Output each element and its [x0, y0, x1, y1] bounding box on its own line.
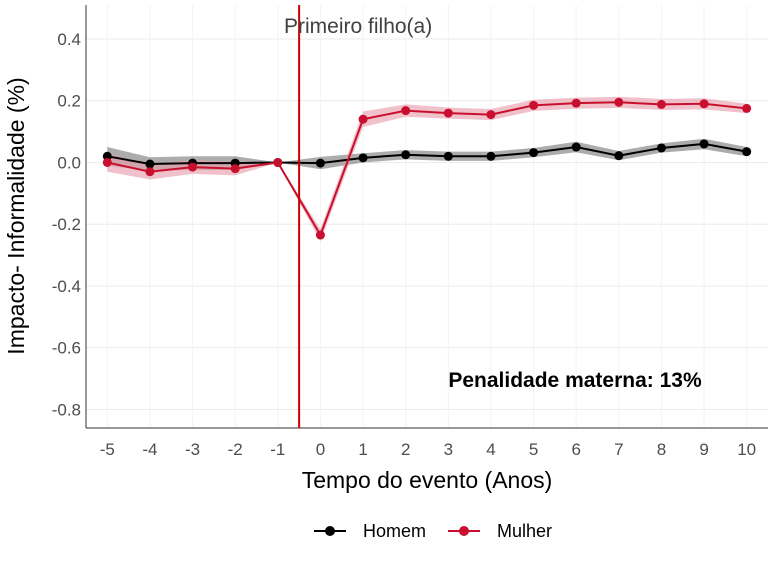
legend-item-mulher: Mulher	[448, 521, 552, 541]
point-mulher	[571, 98, 581, 108]
point-mulher	[742, 103, 752, 113]
y-tick-label: -0.4	[52, 277, 81, 296]
legend-mulher-label: Mulher	[497, 521, 552, 541]
y-tick-labels: 0.4 0.2 0.0 -0.2 -0.4 -0.6 -0.8	[52, 30, 81, 420]
penalty-annotation: Penalidade materna: 13%	[448, 369, 702, 392]
point-homem	[315, 158, 325, 168]
point-homem	[358, 153, 368, 163]
point-mulher	[230, 164, 240, 174]
event-line-group: Primeiro filho(a)	[284, 5, 432, 428]
point-mulher	[699, 99, 709, 109]
y-tick-label: 0.4	[57, 30, 81, 49]
series-lines	[107, 101, 747, 238]
point-homem	[656, 143, 666, 153]
point-mulher	[614, 97, 624, 107]
band-mulher	[107, 96, 747, 242]
x-tick-label: -4	[142, 440, 157, 459]
x-tick-label: 10	[737, 440, 756, 459]
x-tick-label: -3	[185, 440, 200, 459]
x-axis-title: Tempo do evento (Anos)	[302, 467, 553, 493]
point-homem	[529, 148, 539, 158]
point-homem	[102, 151, 112, 161]
point-homem	[401, 150, 411, 160]
point-mulher	[486, 110, 496, 120]
x-tick-label: 7	[614, 440, 623, 459]
x-tick-label: -2	[228, 440, 243, 459]
line-homem	[107, 142, 747, 166]
point-mulher	[443, 108, 453, 118]
point-mulher	[358, 114, 368, 124]
y-tick-label: 0.0	[57, 153, 81, 172]
x-tick-label: 6	[571, 440, 580, 459]
x-tick-label: 3	[444, 440, 453, 459]
gridlines	[86, 5, 768, 428]
line-mulher	[107, 101, 747, 238]
confidence-bands	[107, 96, 747, 242]
y-tick-label: -0.8	[52, 400, 81, 419]
y-axis-title: Impacto- Informalidade (%)	[3, 77, 29, 354]
point-mulher	[188, 162, 198, 172]
point-mulher	[529, 100, 539, 110]
x-tick-label: 0	[316, 440, 325, 459]
legend: Homem Mulher	[314, 521, 552, 541]
legend-homem-marker	[325, 526, 335, 536]
point-homem	[614, 151, 624, 161]
legend-homem-label: Homem	[363, 521, 426, 541]
x-tick-label: 4	[486, 440, 495, 459]
point-mulher	[401, 106, 411, 116]
point-mulher	[145, 167, 155, 177]
point-mulher	[315, 230, 325, 240]
event-line-label: Primeiro filho(a)	[284, 15, 432, 38]
legend-mulher-marker	[459, 526, 469, 536]
x-tick-label: 8	[657, 440, 666, 459]
y-tick-label: -0.2	[52, 215, 81, 234]
series-points	[102, 97, 752, 240]
legend-item-homem: Homem	[314, 521, 426, 541]
x-tick-label: 2	[401, 440, 410, 459]
point-homem	[571, 142, 581, 152]
x-tick-label: 1	[358, 440, 367, 459]
x-tick-labels: -5 -4 -3 -2 -1 0 1 2 3 4 5 6 7 8 9 10	[100, 440, 756, 459]
point-mulher	[102, 157, 112, 167]
x-tick-label: 9	[699, 440, 708, 459]
point-mulher	[273, 157, 283, 167]
point-homem	[486, 151, 496, 161]
point-homem	[742, 147, 752, 157]
x-tick-label: 5	[529, 440, 538, 459]
point-mulher	[656, 99, 666, 109]
point-homem	[145, 159, 155, 169]
point-homem	[443, 151, 453, 161]
x-tick-label: -1	[270, 440, 285, 459]
x-tick-label: -5	[100, 440, 115, 459]
y-tick-label: 0.2	[57, 92, 81, 111]
y-tick-label: -0.6	[52, 339, 81, 358]
point-homem	[699, 139, 709, 149]
